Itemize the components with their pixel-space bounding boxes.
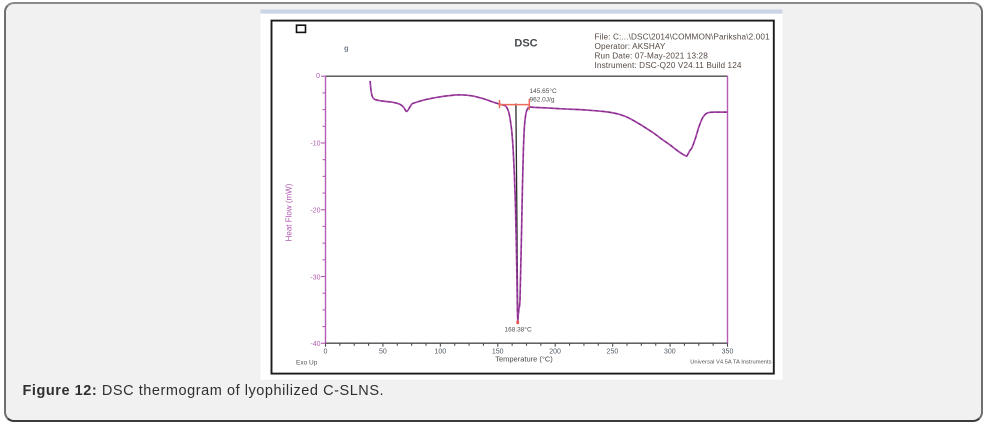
svg-text:300: 300 [664, 349, 676, 356]
svg-text:168.38°C: 168.38°C [505, 326, 532, 334]
svg-text:DSC: DSC [514, 38, 537, 50]
svg-text:g: g [344, 44, 349, 53]
svg-text:Exo Up: Exo Up [296, 360, 318, 367]
svg-text:350: 350 [722, 349, 734, 356]
svg-text:Temperature (°C): Temperature (°C) [495, 355, 553, 364]
svg-text:Run Date: 07-May-2021 13:28: Run Date: 07-May-2021 13:28 [595, 51, 709, 60]
svg-text:0: 0 [316, 73, 320, 80]
svg-text:250: 250 [607, 349, 619, 356]
svg-text:50: 50 [379, 349, 387, 356]
svg-text:Instrument: DSC-Q20 V24.11 Bui: Instrument: DSC-Q20 V24.11 Build 124 [595, 61, 742, 70]
svg-text:100: 100 [434, 349, 446, 356]
svg-text:150: 150 [492, 349, 504, 356]
svg-text:-30: -30 [310, 275, 320, 282]
svg-text:200: 200 [549, 349, 561, 356]
svg-text:Universal V4.5A TA Instruments: Universal V4.5A TA Instruments [690, 360, 771, 366]
svg-text:Heat Flow (mW): Heat Flow (mW) [285, 183, 294, 241]
svg-text:-20: -20 [310, 208, 320, 215]
svg-text:-40: -40 [310, 341, 320, 348]
svg-text:File: C:...\DSC\2014\COMMON\Pa: File: C:...\DSC\2014\COMMON\Pariksha\2.0… [595, 32, 771, 41]
svg-text:-10: -10 [310, 141, 320, 148]
svg-text:Operator: AKSHAY: Operator: AKSHAY [595, 42, 666, 51]
svg-text:0: 0 [324, 349, 328, 356]
svg-text:145.65°C: 145.65°C [530, 87, 557, 95]
svg-text:962.0J/g: 962.0J/g [530, 97, 555, 104]
